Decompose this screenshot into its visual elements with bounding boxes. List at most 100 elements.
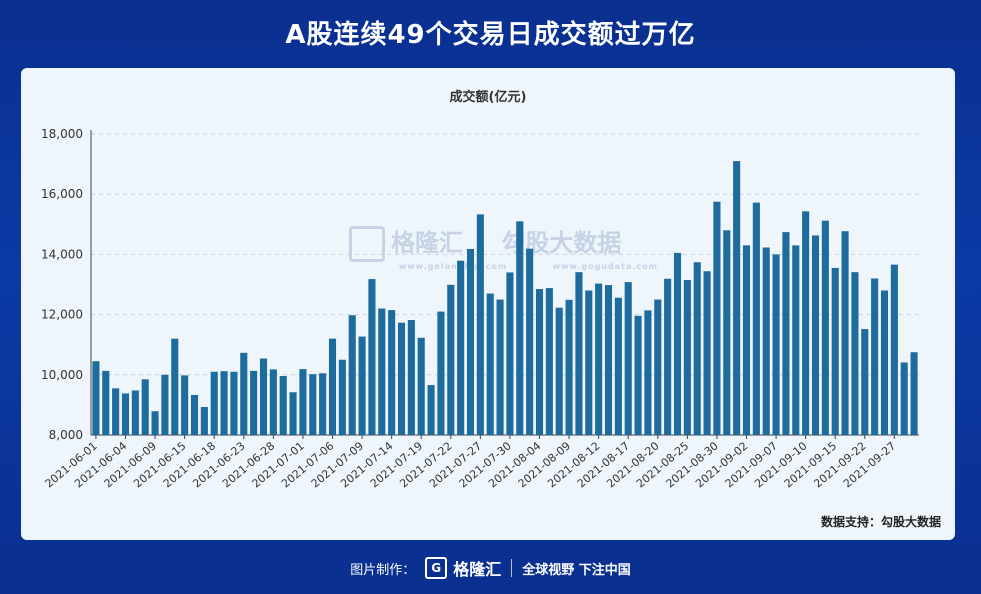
bar [861, 329, 869, 435]
bar [348, 315, 356, 435]
bar [289, 392, 297, 435]
bar [752, 202, 760, 435]
bar [851, 272, 859, 435]
chart-title: 成交额(亿元) [449, 90, 527, 105]
bar [279, 376, 287, 435]
bar [654, 299, 662, 435]
chart-card: 成交额(亿元) 格隆汇 勾股大数据 www.gelonghui.com www.… [21, 68, 955, 540]
bar [181, 375, 189, 435]
footer-divider [511, 559, 513, 577]
bar [644, 310, 652, 435]
y-tick-label: 8,000 [49, 428, 83, 442]
y-tick-label: 16,000 [41, 187, 83, 201]
bar [319, 373, 327, 435]
bar [792, 245, 800, 435]
bar [466, 248, 475, 435]
bar [259, 358, 268, 435]
y-tick-label: 10,000 [41, 368, 83, 382]
bar [506, 272, 514, 435]
bar [585, 290, 593, 435]
bar [250, 370, 258, 435]
bar [131, 390, 139, 435]
bar [309, 374, 317, 435]
bar [802, 211, 810, 435]
bar [151, 411, 159, 435]
bar [437, 311, 445, 435]
bar [121, 393, 130, 435]
bar [772, 254, 780, 435]
bar [368, 279, 376, 435]
bar [664, 278, 672, 435]
bar [447, 284, 455, 435]
bar [427, 385, 435, 435]
bar [397, 322, 406, 435]
data-source: 数据支持：勾股大数据 [820, 515, 941, 529]
bar [171, 338, 179, 435]
bar [338, 359, 346, 435]
bar [762, 247, 770, 435]
bar [486, 293, 494, 435]
g-logo-icon: G [425, 557, 448, 579]
bar [595, 283, 603, 435]
bar [900, 362, 908, 435]
bar [545, 288, 553, 435]
bar [742, 245, 751, 435]
bar [634, 315, 642, 435]
bar [673, 252, 682, 435]
bar [102, 370, 110, 435]
bar [713, 201, 721, 435]
bar [516, 221, 524, 435]
bar [240, 352, 248, 435]
footer: 图片制作： G 格隆汇 全球视野 下注中国 [0, 556, 981, 580]
bar [723, 230, 731, 435]
bar [693, 262, 701, 435]
bar [200, 407, 208, 435]
bar [565, 299, 573, 435]
bar [871, 278, 879, 435]
bar [220, 371, 228, 435]
footer-logo: G 格隆汇 [425, 556, 501, 580]
bar [230, 371, 238, 435]
bar [890, 264, 898, 435]
bar [555, 307, 563, 435]
bar [388, 310, 396, 435]
headline: A股连续49个交易日成交额过万亿 [285, 20, 696, 50]
bar [269, 369, 277, 435]
y-tick-label: 12,000 [41, 308, 83, 322]
bar [703, 271, 711, 435]
bar [378, 308, 386, 435]
g-logo-icon [349, 226, 385, 262]
bar [575, 272, 583, 435]
bar [210, 371, 218, 435]
bar [457, 260, 465, 435]
bar [821, 220, 829, 435]
bar [910, 352, 918, 435]
bar [535, 289, 544, 435]
bar [476, 214, 484, 435]
bar [407, 320, 415, 435]
y-tick-label: 18,000 [41, 127, 83, 141]
bar [624, 282, 632, 435]
footer-slogan: 全球视野 下注中国 [522, 562, 631, 578]
bar [328, 338, 337, 435]
bar [358, 336, 366, 435]
bar [614, 297, 622, 435]
y-tick-label: 14,000 [41, 247, 83, 261]
bar [841, 231, 849, 435]
bar [604, 285, 613, 435]
bar [141, 379, 149, 435]
bar [733, 161, 741, 435]
bar [782, 232, 790, 435]
bar [112, 388, 120, 435]
bar [811, 235, 820, 435]
bar-chart: 8,00010,00012,00014,00016,00018,0002021-… [41, 127, 919, 490]
bar [417, 337, 425, 435]
bar [299, 369, 307, 435]
bar [880, 290, 889, 435]
bar [190, 394, 199, 435]
bar [526, 248, 534, 435]
bar [683, 279, 691, 435]
bar [92, 361, 100, 435]
bar [831, 267, 839, 435]
footer-brand: 格隆汇 [453, 560, 502, 579]
